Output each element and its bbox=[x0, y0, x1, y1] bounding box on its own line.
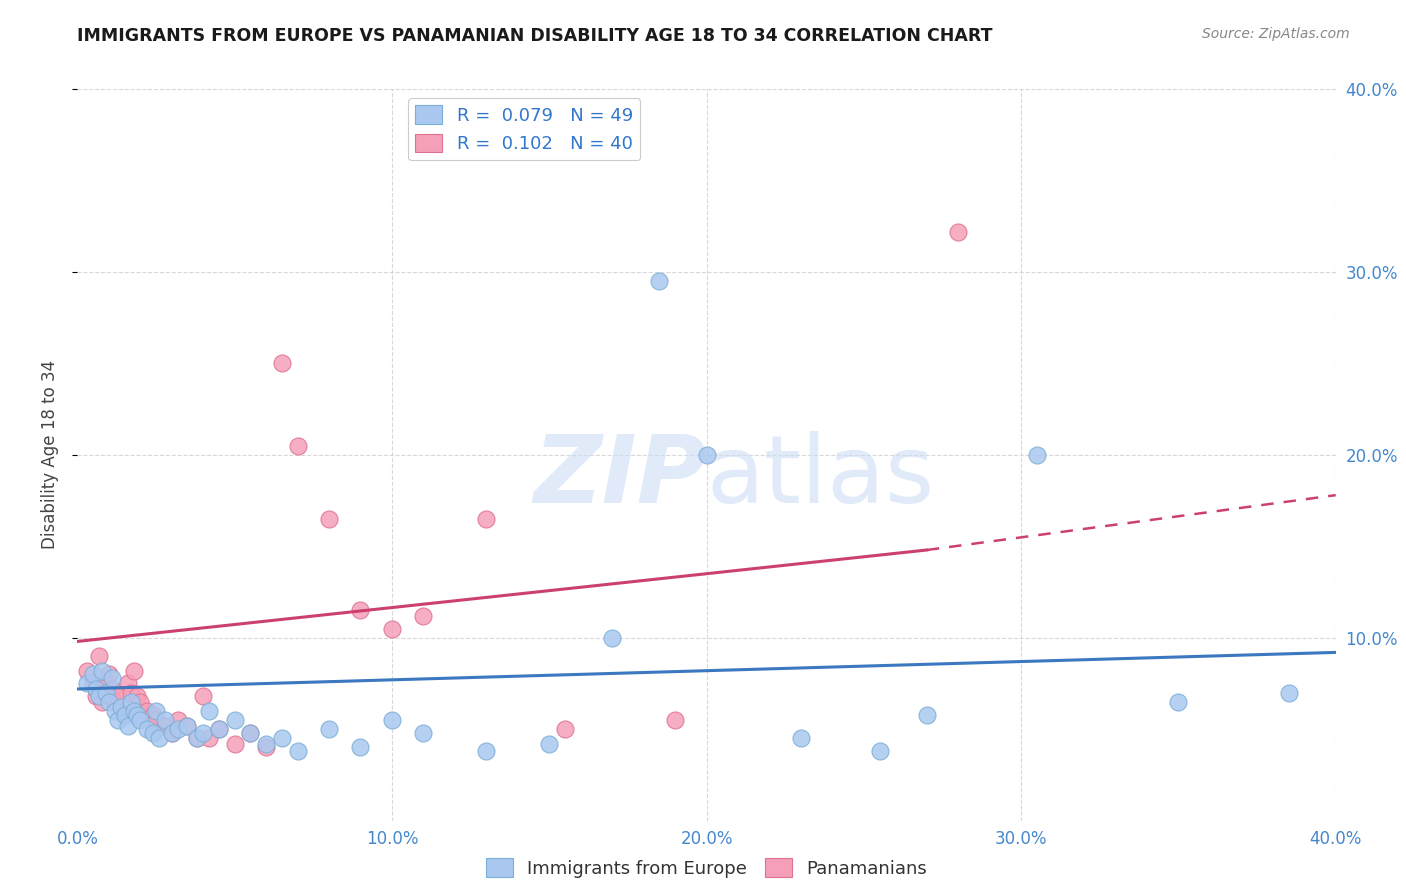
Point bbox=[127, 690, 149, 704]
Text: IMMIGRANTS FROM EUROPE VS PANAMANIAN DISABILITY AGE 18 TO 34 CORRELATION CHART: IMMIGRANTS FROM EUROPE VS PANAMANIAN DIS… bbox=[77, 27, 993, 45]
Point bbox=[254, 737, 277, 751]
Point bbox=[287, 744, 309, 758]
Point bbox=[208, 723, 231, 737]
Point bbox=[1277, 685, 1299, 699]
Point bbox=[186, 731, 208, 746]
Point bbox=[122, 664, 145, 678]
Point bbox=[349, 603, 371, 617]
Point bbox=[104, 704, 127, 718]
Point bbox=[145, 713, 167, 727]
Point bbox=[122, 704, 145, 718]
Point bbox=[107, 690, 129, 704]
Point bbox=[381, 713, 404, 727]
Point bbox=[89, 690, 111, 704]
Point bbox=[107, 713, 129, 727]
Point bbox=[287, 439, 309, 453]
Point bbox=[129, 713, 152, 727]
Point bbox=[117, 676, 139, 690]
Point bbox=[114, 707, 136, 722]
Point bbox=[349, 740, 371, 755]
Point bbox=[145, 704, 167, 718]
Point bbox=[475, 512, 498, 526]
Text: ZIP: ZIP bbox=[534, 431, 707, 523]
Point bbox=[84, 681, 107, 696]
Point bbox=[191, 690, 215, 704]
Point bbox=[254, 740, 277, 755]
Point bbox=[538, 737, 561, 751]
Point bbox=[114, 707, 136, 722]
Point bbox=[120, 685, 142, 699]
Point bbox=[94, 685, 117, 699]
Point bbox=[97, 695, 120, 709]
Point bbox=[97, 667, 120, 681]
Point bbox=[84, 690, 107, 704]
Point bbox=[155, 713, 177, 727]
Point bbox=[915, 707, 938, 722]
Point bbox=[239, 726, 262, 740]
Point bbox=[167, 713, 190, 727]
Point bbox=[76, 676, 98, 690]
Point bbox=[208, 723, 231, 737]
Point bbox=[110, 700, 132, 714]
Point bbox=[412, 608, 434, 623]
Point bbox=[142, 707, 165, 722]
Point bbox=[554, 723, 576, 737]
Point bbox=[198, 731, 221, 746]
Point bbox=[117, 718, 139, 732]
Point bbox=[790, 731, 813, 746]
Point bbox=[82, 676, 104, 690]
Point bbox=[224, 737, 246, 751]
Point bbox=[176, 718, 198, 732]
Point bbox=[696, 448, 718, 462]
Point bbox=[381, 622, 404, 636]
Point bbox=[239, 726, 262, 740]
Point bbox=[224, 713, 246, 727]
Point bbox=[120, 695, 142, 709]
Point bbox=[318, 723, 340, 737]
Point bbox=[412, 726, 434, 740]
Point bbox=[91, 695, 114, 709]
Point bbox=[167, 723, 190, 737]
Point bbox=[948, 225, 970, 239]
Point bbox=[1025, 448, 1047, 462]
Point bbox=[76, 664, 98, 678]
Point bbox=[648, 274, 671, 288]
Point bbox=[104, 695, 127, 709]
Point bbox=[176, 718, 198, 732]
Point bbox=[869, 744, 891, 758]
Point bbox=[160, 726, 183, 740]
Point bbox=[135, 723, 157, 737]
Point bbox=[82, 667, 104, 681]
Point bbox=[198, 704, 221, 718]
Point bbox=[191, 726, 215, 740]
Point bbox=[129, 695, 152, 709]
Point bbox=[142, 726, 165, 740]
Point bbox=[127, 707, 149, 722]
Point bbox=[101, 681, 124, 696]
Point bbox=[148, 731, 170, 746]
Point bbox=[89, 649, 111, 664]
Point bbox=[135, 704, 157, 718]
Text: atlas: atlas bbox=[707, 431, 935, 523]
Point bbox=[186, 731, 208, 746]
Legend: Immigrants from Europe, Panamanians: Immigrants from Europe, Panamanians bbox=[478, 851, 935, 885]
Point bbox=[270, 731, 292, 746]
Point bbox=[475, 744, 498, 758]
Point bbox=[270, 356, 292, 371]
Point bbox=[160, 726, 183, 740]
Point bbox=[600, 631, 623, 645]
Y-axis label: Disability Age 18 to 34: Disability Age 18 to 34 bbox=[41, 360, 59, 549]
Point bbox=[101, 671, 124, 685]
Point bbox=[318, 512, 340, 526]
Point bbox=[155, 718, 177, 732]
Point bbox=[91, 664, 114, 678]
Point bbox=[1167, 695, 1189, 709]
Point bbox=[664, 713, 686, 727]
Point bbox=[94, 676, 117, 690]
Text: Source: ZipAtlas.com: Source: ZipAtlas.com bbox=[1202, 27, 1350, 41]
